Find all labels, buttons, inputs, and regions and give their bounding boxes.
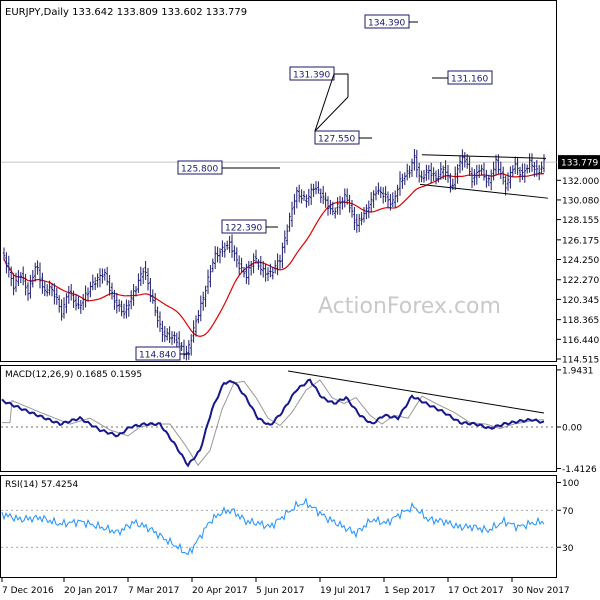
price-tick-label: 122.270: [562, 276, 599, 286]
rsi-line: [1, 497, 545, 556]
macd-axis: 1.9431 0.00 -1.4126: [1, 366, 597, 475]
annotation-label: 125.800: [181, 165, 218, 175]
annotation-label: 127.550: [318, 135, 355, 145]
price-bars: [2, 148, 546, 361]
x-tick-label: 5 Jun 2017: [256, 586, 304, 596]
price-panel: [0, 0, 557, 362]
macd-panel: [0, 365, 557, 472]
x-tick-label: 17 Oct 2017: [448, 586, 504, 596]
current-price: 133.779: [558, 155, 600, 170]
rsi-line: [1, 497, 545, 556]
price-tick-label: 118.365: [562, 316, 599, 326]
current-price-box: [558, 155, 600, 170]
rsi-label: RSI(14) 57.4254: [5, 480, 78, 490]
annotation-label: 122.390: [225, 224, 262, 234]
macd-tick-label: 1.9431: [562, 366, 594, 376]
macd-tick-label: 0.00: [562, 424, 582, 434]
x-tick-label: 30 Nov 2017: [512, 586, 570, 596]
annotation-connector: [314, 96, 349, 132]
x-tick-label: 20 Apr 2017: [192, 586, 248, 596]
macd-line: [1, 378, 545, 468]
price-annotations: 134.390 131.390 131.160 127.550 125.800 122.3…: [135, 14, 493, 361]
trendlines: [419, 154, 549, 199]
channel-lower-line: [419, 183, 549, 199]
macd-signal-line: [2, 379, 545, 467]
annotation-label: 134.390: [368, 19, 405, 29]
price-tick-label: 126.175: [562, 236, 599, 246]
x-tick-label: 7 Dec 2016: [2, 586, 54, 596]
price-tick-label: 120.345: [562, 296, 599, 306]
annotation-label: 131.390: [293, 71, 330, 81]
rsi-tick-label: 70: [562, 507, 574, 517]
annotation-label: 114.840: [139, 351, 176, 361]
current-price-label: 133.779: [561, 159, 598, 169]
price-tick-label: 114.515: [562, 356, 599, 366]
chart-title: EURJPY,Daily 133.642 133.809 133.602 133…: [5, 7, 247, 18]
price-tick-label: 116.440: [562, 336, 599, 346]
price-axis: 114.515 116.440 118.365 120.345 122.270 124.2…: [557, 177, 599, 366]
date-axis: 7 Dec 2016 20 Jan 2017 7 Mar 2017 20 Apr 20…: [1, 578, 570, 596]
rsi-tick-label: 100: [562, 479, 579, 489]
price-tick-label: 132.000: [562, 177, 599, 187]
channel-upper-line: [421, 154, 547, 159]
rsi-axis: 100 70 30: [1, 479, 579, 554]
annotation-connector: [314, 73, 335, 132]
rsi-panel: [0, 475, 557, 578]
x-tick-label: 20 Jan 2017: [64, 586, 118, 596]
watermark: ActionForex.com: [318, 294, 501, 319]
price-tick-label: 130.080: [562, 196, 599, 206]
macd-trendline: [287, 370, 545, 414]
x-tick-label: 7 Mar 2017: [128, 586, 179, 596]
macd-lines: [1, 370, 545, 468]
annotation-label: 131.160: [451, 75, 488, 85]
x-tick-label: 1 Sep 2017: [384, 586, 435, 596]
price-tick-label: 128.155: [562, 216, 599, 226]
macd-tick-label: -1.4126: [562, 465, 597, 475]
x-tick-label: 19 Jul 2017: [320, 586, 371, 596]
rsi-tick-label: 30: [562, 544, 574, 554]
macd-label: MACD(12,26,9) 0.1685 0.1595: [5, 370, 142, 380]
price-tick-label: 124.250: [562, 256, 599, 266]
